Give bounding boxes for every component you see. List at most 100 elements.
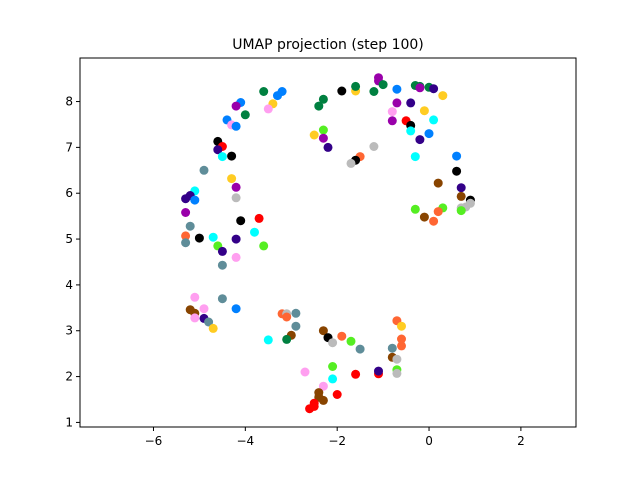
data-point <box>410 152 420 162</box>
x-tick-label: −6 <box>145 434 163 448</box>
data-point <box>429 84 439 94</box>
y-tick-label: 2 <box>65 370 73 384</box>
data-point <box>314 101 324 111</box>
data-point <box>332 390 342 399</box>
data-point <box>438 91 448 101</box>
x-tick-label: 0 <box>425 434 433 448</box>
data-point <box>282 312 292 322</box>
data-point <box>181 238 191 248</box>
data-point <box>217 152 227 162</box>
data-point <box>227 174 237 184</box>
data-point <box>351 369 361 379</box>
data-point <box>227 151 237 161</box>
data-point <box>456 191 466 201</box>
data-point <box>208 323 218 333</box>
data-point <box>190 195 200 205</box>
data-point <box>231 252 241 262</box>
data-point <box>346 336 356 346</box>
data-point <box>231 121 241 131</box>
data-point <box>181 194 191 204</box>
data-point <box>406 98 416 108</box>
data-point <box>433 178 443 188</box>
data-point <box>419 212 429 222</box>
data-point <box>337 86 347 96</box>
data-point <box>263 335 273 345</box>
data-point <box>309 130 319 140</box>
data-point <box>424 129 434 139</box>
data-point <box>318 125 328 135</box>
data-point <box>217 246 227 256</box>
data-point <box>410 204 420 214</box>
data-point <box>231 234 241 244</box>
y-tick-label: 4 <box>65 278 73 292</box>
data-point <box>217 260 227 270</box>
y-tick-label: 1 <box>65 415 73 429</box>
data-point <box>199 304 209 314</box>
y-axis: 1 2 3 4 5 6 7 8 <box>65 95 80 429</box>
data-point <box>387 116 397 126</box>
data-point <box>318 326 328 336</box>
data-point <box>397 334 406 344</box>
data-point <box>369 87 379 96</box>
data-point <box>318 94 328 104</box>
data-point <box>456 183 466 193</box>
data-point <box>213 145 223 155</box>
plot-area-frame <box>79 57 577 428</box>
data-point <box>415 135 425 145</box>
x-tick-label: −2 <box>328 434 346 448</box>
data-point <box>300 367 310 377</box>
data-point <box>185 221 195 231</box>
y-tick-label: 8 <box>65 95 73 109</box>
x-axis: −6 −4 −2 0 2 <box>145 427 525 448</box>
data-point <box>318 133 328 143</box>
data-point <box>452 151 462 161</box>
data-point <box>217 294 227 304</box>
data-point <box>351 81 361 91</box>
data-point <box>346 158 356 168</box>
data-point <box>259 87 269 96</box>
data-point <box>236 216 246 226</box>
data-point <box>240 110 250 120</box>
data-point <box>277 87 287 96</box>
data-point <box>429 115 439 125</box>
points-layer <box>181 73 475 414</box>
data-point <box>181 208 191 217</box>
x-tick-label: −4 <box>236 434 254 448</box>
data-point <box>456 206 466 216</box>
data-point <box>323 142 333 152</box>
data-point <box>291 321 301 331</box>
chart-title: UMAP projection (step 100) <box>232 37 424 53</box>
data-point <box>328 338 338 348</box>
y-tick-label: 3 <box>65 324 73 338</box>
y-tick-label: 5 <box>65 232 73 246</box>
data-point <box>397 321 406 331</box>
data-point <box>419 106 429 116</box>
data-point <box>392 98 402 108</box>
data-point <box>452 166 462 176</box>
x-tick-label: 2 <box>517 434 525 448</box>
data-point <box>291 308 301 318</box>
data-point <box>429 216 439 226</box>
data-point <box>355 344 365 354</box>
data-point <box>337 331 347 341</box>
data-point <box>374 366 383 376</box>
data-point <box>374 73 383 83</box>
data-point <box>231 193 241 203</box>
data-point <box>199 165 209 175</box>
y-tick-label: 6 <box>65 186 73 200</box>
data-point <box>190 292 200 302</box>
data-point <box>378 80 388 90</box>
data-point <box>263 104 273 114</box>
data-point <box>406 126 416 136</box>
y-tick-label: 7 <box>65 140 73 154</box>
data-point <box>282 334 292 344</box>
data-point <box>387 343 397 353</box>
data-point <box>397 341 406 351</box>
data-point <box>259 241 269 251</box>
data-point <box>250 227 259 237</box>
data-point <box>433 207 443 217</box>
data-point <box>194 233 204 243</box>
data-point <box>231 182 241 192</box>
data-point <box>231 304 241 314</box>
